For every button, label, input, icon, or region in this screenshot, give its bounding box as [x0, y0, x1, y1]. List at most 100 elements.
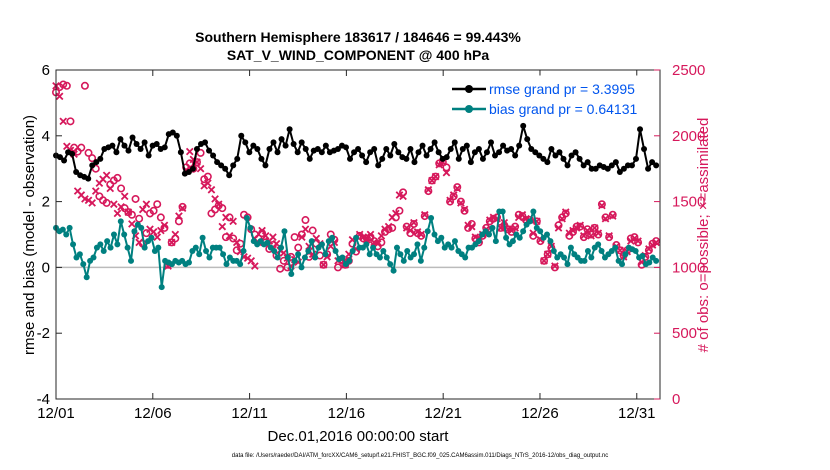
plot-frame: [55, 69, 661, 400]
possible-obs-point: [608, 210, 617, 219]
assimilated-obs-point: [297, 233, 306, 241]
possible-obs-point: [59, 80, 68, 89]
bias-point: [100, 247, 107, 254]
possible-obs-point: [294, 243, 303, 252]
rmse-point: [375, 162, 382, 169]
assimilated-obs-point: [138, 205, 147, 214]
assimilated-obs-point: [608, 212, 617, 220]
right-tick-label: 0: [672, 391, 680, 408]
bias-point: [332, 247, 339, 254]
bias-point: [646, 259, 653, 266]
bias-point: [588, 254, 595, 261]
possible-obs-point: [587, 230, 596, 239]
bias-point: [486, 231, 493, 238]
bias-point: [567, 244, 574, 251]
bias-point: [537, 228, 544, 235]
possible-obs-point: [84, 148, 93, 157]
obs-count-layer: [51, 80, 661, 273]
assimilated-obs-point: [222, 213, 230, 222]
rmse-point: [552, 152, 559, 159]
rmse-point: [512, 152, 519, 159]
rmse-point: [584, 159, 591, 166]
assimilated-obs-point: [167, 238, 176, 247]
assimilated-obs-point: [406, 226, 415, 235]
rmse-point: [395, 149, 402, 156]
rmse-point: [536, 152, 543, 159]
rmse-point: [347, 155, 354, 162]
assimilated-obs-point: [561, 208, 570, 216]
rmse-point: [463, 142, 470, 149]
assimilated-obs-point: [258, 226, 266, 235]
possible-obs-point: [301, 216, 310, 225]
bias-point: [561, 254, 568, 261]
bias-point: [104, 238, 111, 245]
rmse-point: [97, 155, 104, 162]
bias-point: [411, 251, 418, 258]
possible-obs-point: [135, 214, 144, 223]
rmse-point: [487, 139, 494, 146]
bias-point: [499, 208, 506, 215]
bias-point: [278, 244, 285, 251]
bias-point: [63, 231, 70, 238]
possible-obs-point: [605, 233, 614, 242]
x-axis: 12/01 12/06 12/11 12/16 12/21 12/26 12/31: [37, 70, 656, 422]
assimilated-obs-point: [590, 224, 599, 232]
rmse-point: [637, 126, 644, 133]
possible-obs-point: [417, 231, 426, 240]
rmse-point: [141, 139, 148, 146]
bias-point: [138, 224, 145, 231]
rmse-point: [516, 142, 523, 149]
rmse-point: [451, 139, 458, 146]
possible-obs-point: [543, 250, 552, 259]
possible-obs-point: [594, 230, 603, 239]
possible-obs-point: [131, 194, 140, 203]
assimilated-obs-point: [279, 249, 288, 257]
rmse-point: [318, 149, 325, 156]
rmse-point: [214, 159, 221, 166]
possible-obs-point: [644, 246, 653, 255]
assimilated-obs-point: [113, 209, 122, 218]
bias-point: [80, 261, 87, 268]
rmse-point: [334, 145, 341, 152]
rmse-point: [387, 152, 394, 159]
rmse-point: [189, 165, 196, 172]
rmse-point: [125, 147, 132, 154]
right-y-axis: 0 500 1000 1500 2000 2500: [654, 62, 705, 408]
bias-point: [387, 261, 394, 268]
possible-obs-point: [178, 202, 187, 211]
left-tick-label: 6: [42, 62, 50, 79]
rmse-point: [109, 142, 116, 149]
rmse-point: [367, 149, 374, 156]
bias-point: [404, 247, 411, 254]
bias-point: [581, 257, 588, 264]
bias-point: [619, 261, 626, 268]
assimilated-obs-point: [543, 250, 552, 259]
rmse-point: [113, 149, 120, 156]
legend-box: [445, 75, 657, 122]
bias-point: [243, 215, 250, 222]
bias-point: [520, 228, 527, 235]
right-tick-label: 1500: [672, 194, 705, 211]
rmse-point: [359, 152, 366, 159]
bias-point: [274, 254, 281, 261]
left-tick-label: 2: [42, 194, 50, 211]
assimilated-obs-point: [652, 238, 660, 247]
rmse-point: [161, 144, 168, 151]
assimilated-obs-point: [453, 184, 462, 193]
assimilated-obs-point: [196, 164, 205, 173]
assimilated-obs-point: [579, 231, 588, 240]
rmse-point: [419, 142, 426, 149]
bias-point: [114, 241, 121, 248]
rmse-point: [411, 159, 418, 166]
rmse-point: [306, 155, 313, 162]
assimilated-obs-point: [373, 239, 382, 248]
possible-obs-point: [290, 233, 299, 242]
rmse-point: [653, 162, 660, 169]
assimilated-obs-point: [446, 196, 454, 205]
assimilated-obs-point: [598, 201, 606, 210]
rmse-point: [73, 168, 80, 175]
rmse-series-layer: [53, 122, 660, 182]
x-tick-label: 12/11: [231, 405, 267, 422]
bias-point: [424, 228, 431, 235]
bias-point: [414, 241, 421, 248]
